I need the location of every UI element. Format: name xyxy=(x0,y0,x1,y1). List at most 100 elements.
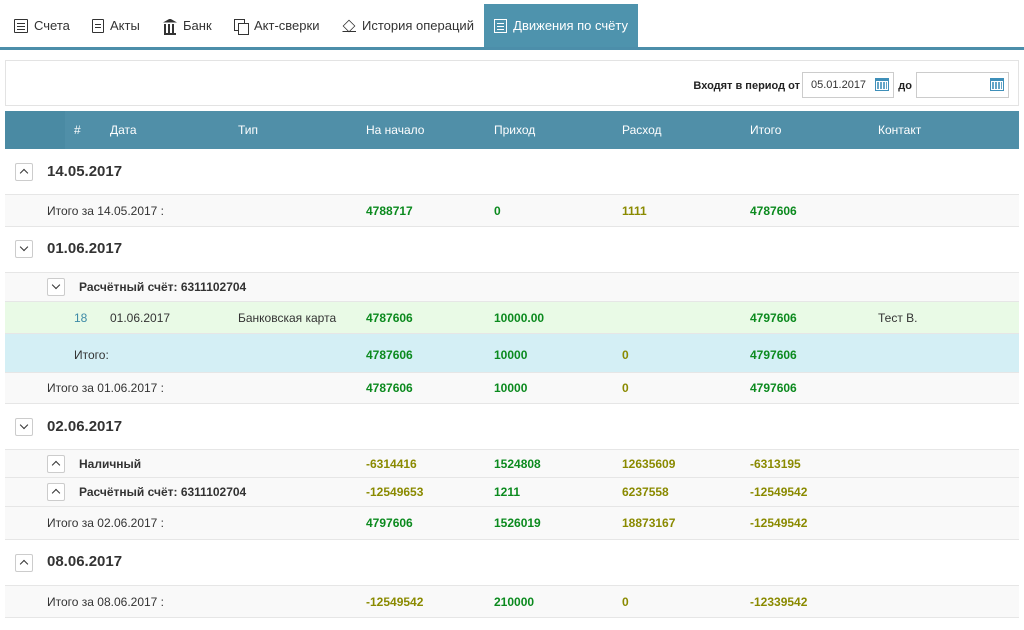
tab-acts[interactable]: Акты xyxy=(82,4,150,47)
period-filter: Входят в период от 05.01.2017 до xyxy=(5,60,1019,106)
total-income: 0 xyxy=(494,204,501,218)
table-row[interactable]: 18 01.06.2017 Банковская карта 4787606 1… xyxy=(5,302,1019,334)
row-contact[interactable]: Тест В. xyxy=(878,311,918,325)
account-subgroup-row: Наличный -6314416 1524808 12635609 -6313… xyxy=(5,450,1019,478)
group-date: 02.06.2017 xyxy=(47,418,123,435)
header-date[interactable]: Дата xyxy=(110,123,137,137)
header-total[interactable]: Итого xyxy=(750,123,782,137)
bank-icon xyxy=(163,19,177,35)
document-icon xyxy=(14,18,28,33)
total-result: 4787606 xyxy=(750,204,797,218)
subgroup-start: -6314416 xyxy=(366,457,417,471)
tab-bar: Счета Акты Банк Акт-сверки История опера… xyxy=(0,0,1024,50)
total-result: 4797606 xyxy=(750,381,797,395)
date-group-row: 14.05.2017 xyxy=(5,149,1019,195)
group-date: 08.06.2017 xyxy=(47,553,123,570)
header-num[interactable]: # xyxy=(74,123,81,137)
file-icon xyxy=(92,18,104,33)
header-income[interactable]: Приход xyxy=(494,123,536,137)
tab-bank[interactable]: Банк xyxy=(153,4,222,47)
collapse-toggle[interactable] xyxy=(47,483,65,501)
header-type[interactable]: Тип xyxy=(238,123,259,137)
date-group-row: 01.06.2017 xyxy=(5,227,1019,273)
list-icon xyxy=(494,18,508,33)
total-result: -12339542 xyxy=(750,595,808,609)
row-date: 01.06.2017 xyxy=(110,311,171,325)
table-header: # Дата Тип На начало Приход Расход Итого… xyxy=(5,111,1019,149)
tab-account-movements[interactable]: Движения по счёту xyxy=(484,4,638,47)
layers-icon xyxy=(342,19,356,33)
expand-toggle[interactable] xyxy=(15,240,33,258)
tab-reconciliation[interactable]: Акт-сверки xyxy=(224,4,329,47)
subgroup-result: -12549542 xyxy=(750,485,808,499)
row-income: 10000.00 xyxy=(494,311,545,325)
header-expense[interactable]: Расход xyxy=(622,123,662,137)
calendar-icon[interactable] xyxy=(875,78,889,91)
total-expense: 0 xyxy=(622,595,629,609)
subtotal-expense: 0 xyxy=(622,348,629,362)
total-start: -12549542 xyxy=(366,595,424,609)
row-start: 4787606 xyxy=(366,311,413,325)
subgroup-start: -12549653 xyxy=(366,485,424,499)
total-result: -12549542 xyxy=(750,516,808,530)
subgroup-expense: 6237558 xyxy=(622,485,669,499)
collapse-toggle[interactable] xyxy=(15,554,33,572)
subtotal-result: 4797606 xyxy=(750,348,797,362)
period-label: Входят в период от xyxy=(693,80,800,92)
subgroup-result: -6313195 xyxy=(750,457,801,471)
total-expense: 1111 xyxy=(622,204,647,218)
total-start: 4797606 xyxy=(366,516,413,530)
subgroup-expense: 12635609 xyxy=(622,457,676,471)
date-total-row: Итого за 08.06.2017 : -12549542 210000 0… xyxy=(5,586,1019,618)
group-date: 14.05.2017 xyxy=(47,163,123,180)
calendar-icon[interactable] xyxy=(990,78,1004,91)
tab-label: Банк xyxy=(183,18,212,33)
subgroup-label: Расчётный счёт: 6311102704 xyxy=(79,280,247,294)
to-label: до xyxy=(898,80,912,92)
subtotal-row: Итого: 4787606 10000 0 4797606 xyxy=(5,334,1019,373)
subtotal-income: 10000 xyxy=(494,348,528,362)
row-type: Банковская карта xyxy=(238,311,337,325)
date-from-value: 05.01.2017 xyxy=(811,79,867,91)
date-group-row: 02.06.2017 xyxy=(5,404,1019,450)
total-label: Итого за 01.06.2017 : xyxy=(47,381,165,395)
total-income: 1526019 xyxy=(494,516,541,530)
header-start[interactable]: На начало xyxy=(366,123,425,137)
date-group-row: 08.06.2017 xyxy=(5,540,1019,586)
subtotal-start: 4787606 xyxy=(366,348,413,362)
total-start: 4787606 xyxy=(366,381,413,395)
expand-toggle[interactable] xyxy=(47,278,65,296)
total-label: Итого за 14.05.2017 : xyxy=(47,204,165,218)
subgroup-label: Расчётный счёт: 6311102704 xyxy=(79,485,247,499)
tab-label: Движения по счёту xyxy=(513,18,628,33)
tab-label: Акты xyxy=(110,18,140,33)
date-total-row: Итого за 01.06.2017 : 4787606 10000 0 47… xyxy=(5,373,1019,404)
account-subgroup-row: Расчётный счёт: 6311102704 xyxy=(5,273,1019,302)
total-start: 4788717 xyxy=(366,204,413,218)
subgroup-label: Наличный xyxy=(79,457,142,471)
expand-toggle[interactable] xyxy=(15,418,33,436)
date-total-row: Итого за 02.06.2017 : 4797606 1526019 18… xyxy=(5,507,1019,540)
tab-history[interactable]: История операций xyxy=(332,4,484,47)
subtotal-label: Итого: xyxy=(74,348,109,362)
subgroup-income: 1524808 xyxy=(494,457,541,471)
tab-invoices[interactable]: Счета xyxy=(4,4,80,47)
total-income: 10000 xyxy=(494,381,528,395)
total-label: Итого за 08.06.2017 : xyxy=(47,595,165,609)
subgroup-income: 1211 xyxy=(494,485,521,499)
total-expense: 18873167 xyxy=(622,516,676,530)
date-to-input[interactable] xyxy=(916,72,1009,98)
tab-label: Счета xyxy=(34,18,70,33)
total-income: 210000 xyxy=(494,595,535,609)
tab-label: Акт-сверки xyxy=(254,18,320,33)
date-total-row: Итого за 14.05.2017 : 4788717 0 1111 478… xyxy=(5,195,1019,227)
copy-icon xyxy=(234,18,249,35)
tab-label: История операций xyxy=(362,18,474,33)
header-contact[interactable]: Контакт xyxy=(878,123,922,137)
collapse-toggle[interactable] xyxy=(47,455,65,473)
date-from-input[interactable]: 05.01.2017 xyxy=(802,72,894,98)
row-num[interactable]: 18 xyxy=(74,311,88,325)
collapse-toggle[interactable] xyxy=(15,163,33,181)
group-date: 01.06.2017 xyxy=(47,240,123,257)
total-expense: 0 xyxy=(622,381,629,395)
